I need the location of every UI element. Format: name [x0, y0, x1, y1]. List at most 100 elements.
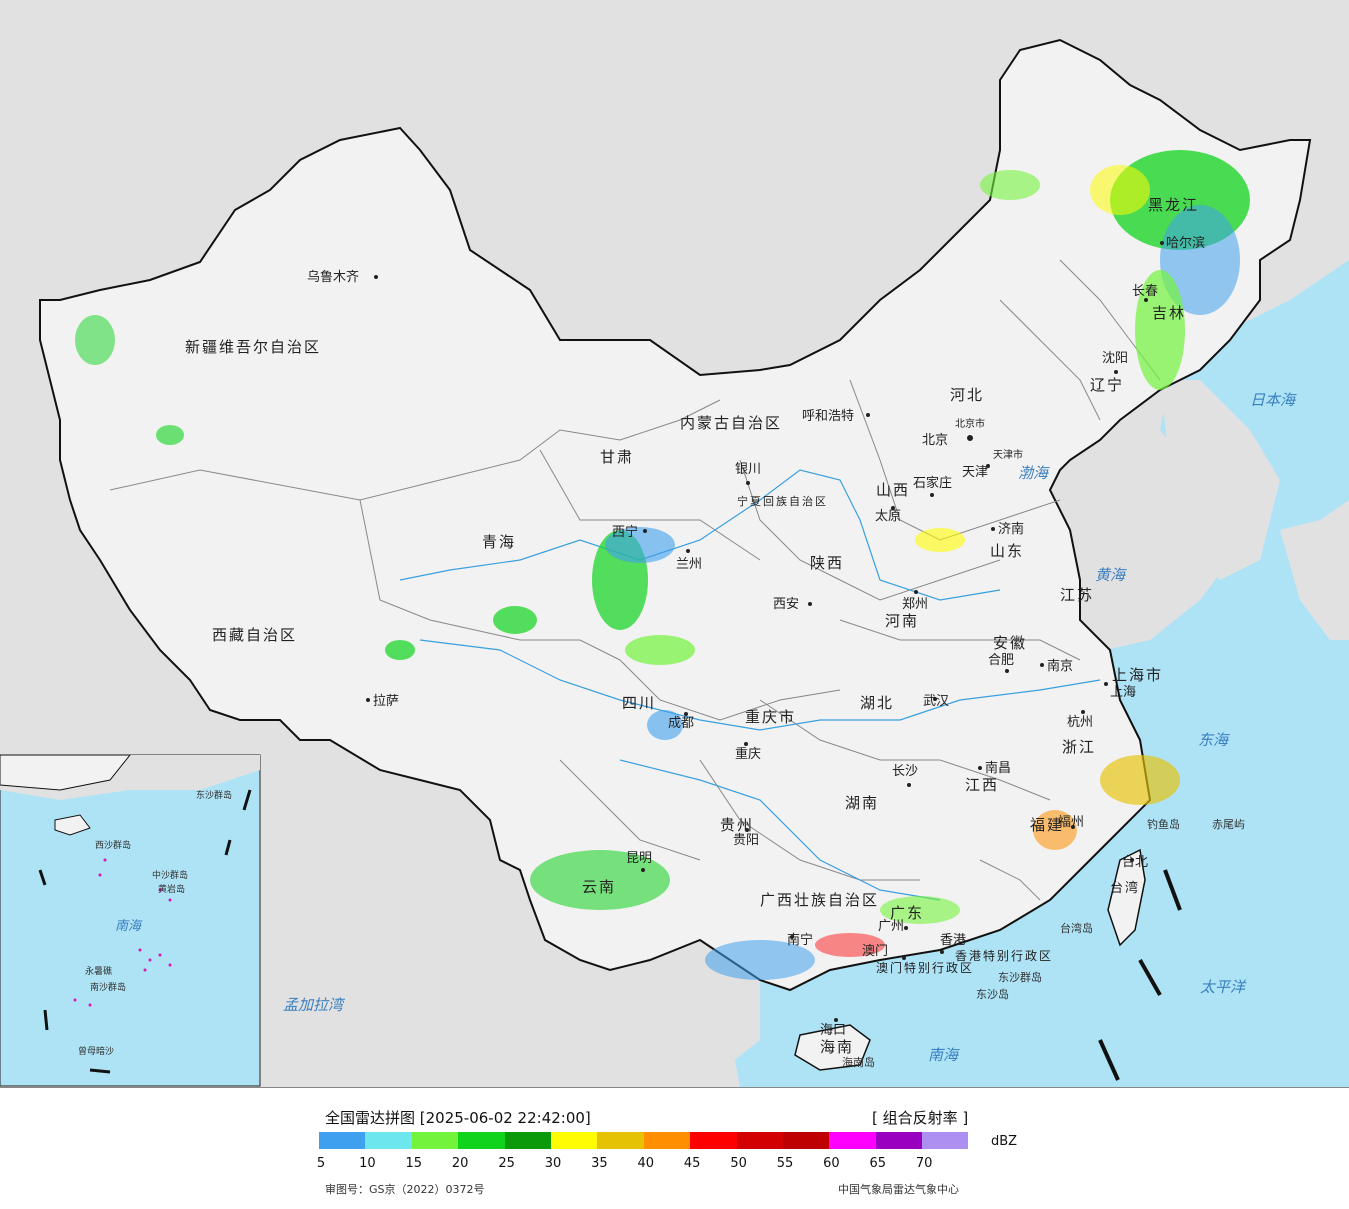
maritime-boundary-dashes — [1098, 869, 1182, 1081]
scale-tick-label: 25 — [498, 1156, 515, 1171]
color-swatch — [782, 1132, 830, 1149]
label-ningxia: 宁夏回族自治区 — [737, 494, 828, 508]
inset-south-china-sea[interactable] — [0, 754, 261, 1087]
city-nanning: 南宁 — [787, 932, 813, 948]
rivers — [399, 469, 1101, 901]
scale-tick-label: 20 — [451, 1156, 469, 1171]
label-chongqing: 重庆市 — [745, 708, 796, 726]
color-swatch — [922, 1132, 969, 1149]
city-changsha: 长沙 — [892, 764, 918, 779]
island-taiwandao: 台湾岛 — [1060, 921, 1093, 935]
label-jiangsu: 江苏 — [1060, 586, 1094, 604]
label-jiangxi: 江西 — [965, 776, 999, 794]
island-hainandao: 海南岛 — [842, 1055, 875, 1069]
legend-product: [ 组合反射率 ] — [872, 1109, 969, 1127]
province-boundaries — [109, 259, 1161, 901]
neighbor-land-indochina — [560, 940, 740, 1087]
label-hainan: 海南 — [820, 1038, 854, 1056]
label-shanxi: 山西 — [876, 481, 910, 499]
city-xining: 西宁 — [612, 524, 638, 540]
legend-panel: 全国雷达拼图 [2025-06-02 22:42:00] [ 组合反射率 ] d… — [0, 1087, 1349, 1209]
city-hohhot: 呼和浩特 — [802, 409, 854, 424]
scale-tick-label: 45 — [683, 1156, 701, 1171]
city-tianjin: 天津 — [962, 465, 988, 480]
city-zhengzhou: 郑州 — [902, 597, 928, 612]
neighbor-land-korea — [1160, 380, 1280, 580]
radar-echoes — [75, 150, 1250, 980]
label-heilongjiang: 黑龙江 — [1148, 196, 1199, 214]
label-taiwan: 台湾 — [1110, 880, 1140, 896]
sea-donghai: 东海 — [1198, 731, 1230, 749]
color-swatch — [411, 1132, 459, 1149]
city-jinan: 济南 — [998, 521, 1024, 537]
island-chiweiyu: 赤尾屿 — [1212, 818, 1245, 831]
inset-dongshaqundao: 东沙群岛 — [196, 789, 232, 801]
legend-title: 全国雷达拼图 [2025-06-02 22:42:00] — [325, 1109, 591, 1127]
scale-tick-label: 65 — [869, 1156, 887, 1171]
island-dongshaqundao: 东沙群岛 — [998, 970, 1042, 984]
city-shenyang: 沈阳 — [1102, 351, 1128, 366]
scale-tick-label: 40 — [637, 1156, 655, 1171]
city-yinchuan: 银川 — [735, 462, 761, 477]
city-taibei: 台北 — [1122, 855, 1148, 870]
city-haikou: 海口 — [820, 1023, 846, 1038]
city-lhasa: 拉萨 — [373, 694, 399, 709]
label-qinghai: 青海 — [482, 533, 516, 551]
color-swatch — [319, 1132, 366, 1149]
color-swatch — [736, 1132, 783, 1149]
sea-ribenhai: 日本海 — [1250, 391, 1297, 409]
sea-nanhai-inset: 南海 — [115, 919, 143, 934]
radar-map[interactable]: 新疆维吾尔自治区 西藏自治区 青海 甘肃 内蒙古自治区 黑龙江 吉林 辽宁 河北… — [0, 0, 1349, 1087]
label-anhui: 安徽 — [993, 634, 1027, 652]
label-henan: 河南 — [885, 612, 919, 630]
color-swatch — [458, 1132, 505, 1149]
label-sichuan: 四川 — [622, 694, 656, 712]
color-swatch — [550, 1132, 598, 1149]
label-neimenggu: 内蒙古自治区 — [680, 414, 782, 432]
city-hangzhou: 杭州 — [1067, 715, 1093, 730]
city-harbin: 哈尔滨 — [1166, 235, 1205, 251]
sea-bohai: 渤海 — [1018, 464, 1050, 482]
city-shanghaic: 上海 — [1110, 685, 1136, 700]
label-hubei: 湖北 — [860, 694, 894, 712]
color-swatch — [597, 1132, 644, 1149]
legend-unit: dBZ — [991, 1134, 1018, 1149]
sea-taipingyang: 太平洋 — [1200, 978, 1247, 996]
scale-tick-label: 70 — [915, 1156, 933, 1171]
island-dongshadao: 东沙岛 — [976, 987, 1009, 1001]
inset-nanshaqundao: 南沙群岛 — [90, 981, 126, 993]
scale-tick-label: 15 — [405, 1156, 423, 1171]
city-markers — [366, 241, 1164, 1022]
sea-nanhai: 南海 — [928, 1046, 960, 1064]
approval-number: 审图号：GS京（2022）0372号 — [325, 1183, 485, 1196]
neighbor-land-japan — [1280, 500, 1349, 640]
label-gansu: 甘肃 — [600, 448, 634, 466]
scale-tick-label: 50 — [730, 1156, 747, 1171]
label-yunnan: 云南 — [582, 878, 616, 896]
label-shandong: 山东 — [990, 542, 1024, 560]
inset-zhongshaqundao: 中沙群岛 — [152, 869, 188, 881]
label-jilin: 吉林 — [1152, 304, 1186, 322]
city-urumqi: 乌鲁木齐 — [307, 269, 359, 285]
color-scale-bar — [319, 1132, 969, 1149]
label-xizang: 西藏自治区 — [212, 626, 297, 644]
city-beijingshi: 北京市 — [955, 417, 985, 430]
inset-zengmuansha: 曾母暗沙 — [78, 1045, 114, 1057]
label-guangxi: 广西壮族自治区 — [760, 891, 879, 909]
color-swatch — [875, 1132, 923, 1149]
city-tianjinshi: 天津市 — [993, 448, 1023, 461]
color-swatch — [829, 1132, 876, 1149]
source-credit: 中国气象局雷达气象中心 — [838, 1183, 959, 1196]
label-shanghai: 上海市 — [1112, 666, 1163, 684]
city-beijing: 北京 — [922, 433, 948, 448]
label-hebei: 河北 — [950, 386, 984, 404]
scale-tick-label: 55 — [776, 1156, 794, 1171]
city-wuhan: 武汉 — [923, 694, 949, 709]
city-chongqingc: 重庆 — [735, 746, 761, 762]
inset-xishaqundao: 西沙群岛 — [95, 839, 131, 851]
taiwan-land — [1107, 848, 1146, 947]
label-guangdong: 广东 — [890, 904, 924, 922]
label-aomen: 澳门特别行政区 — [876, 960, 974, 975]
city-xianggangc: 香港 — [940, 933, 966, 948]
color-swatch — [365, 1132, 412, 1149]
